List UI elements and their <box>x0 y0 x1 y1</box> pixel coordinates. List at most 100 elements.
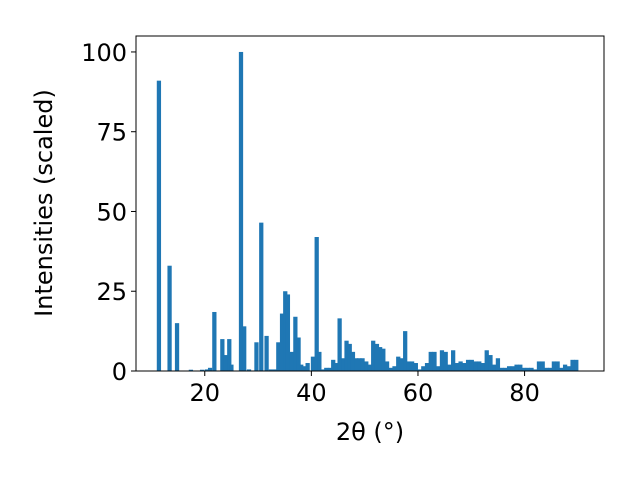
bar <box>324 367 329 371</box>
bar <box>227 339 232 371</box>
bar <box>555 361 560 371</box>
bar <box>525 367 530 371</box>
bar <box>562 364 568 371</box>
bar <box>424 363 430 371</box>
bar <box>399 358 405 371</box>
bar <box>454 363 460 371</box>
bar <box>188 369 194 371</box>
bar <box>536 361 542 371</box>
bar <box>279 313 285 371</box>
bar <box>296 337 301 371</box>
bar <box>506 366 512 371</box>
bar <box>529 367 534 371</box>
bar <box>374 343 380 371</box>
bar <box>364 361 369 371</box>
bar <box>320 369 326 371</box>
y-axis-title: Intensities (scaled) <box>30 89 58 317</box>
bar <box>421 366 426 371</box>
bar <box>495 358 501 371</box>
bar <box>167 265 172 371</box>
bar <box>480 363 486 371</box>
bar <box>207 367 213 371</box>
bar <box>521 367 527 371</box>
bar <box>264 335 269 371</box>
bar <box>406 361 411 371</box>
bar <box>204 369 210 371</box>
bar <box>439 350 445 371</box>
y-tick-label: 100 <box>81 39 127 67</box>
x-tick-label: 40 <box>296 379 327 407</box>
bar <box>510 366 515 371</box>
bar <box>357 358 362 371</box>
bar <box>574 359 579 371</box>
bar <box>347 343 352 371</box>
bar <box>417 369 422 371</box>
bar <box>465 359 471 371</box>
bar <box>289 351 294 371</box>
bar <box>268 369 273 371</box>
bar <box>514 364 519 371</box>
bar <box>174 323 180 371</box>
bar <box>413 363 418 371</box>
bar <box>276 342 281 371</box>
bar <box>310 356 316 371</box>
bar <box>212 311 217 371</box>
bar <box>337 318 342 371</box>
bar <box>477 361 482 371</box>
bar <box>566 366 571 371</box>
bar <box>392 366 397 371</box>
plot-frame <box>135 35 605 372</box>
bar <box>360 358 365 371</box>
bar <box>388 367 393 371</box>
bar <box>285 294 291 371</box>
x-ticks: 20 40 60 80 <box>189 371 540 407</box>
bar <box>378 347 383 371</box>
bar <box>396 356 401 371</box>
bar <box>540 361 545 371</box>
y-tick-label: 50 <box>96 198 127 226</box>
x-axis-title: 2θ (°) <box>336 418 404 446</box>
bar <box>384 361 390 371</box>
bar <box>443 351 448 371</box>
bar <box>367 364 373 371</box>
bar <box>327 367 333 371</box>
y-tick-label: 0 <box>112 358 127 386</box>
bar <box>447 364 452 371</box>
bar <box>548 367 553 371</box>
bar <box>354 358 359 371</box>
bar <box>451 350 456 371</box>
bar <box>301 366 307 371</box>
bar <box>473 361 478 371</box>
bar <box>229 364 234 371</box>
bar <box>299 364 304 371</box>
bar <box>272 369 278 371</box>
y-tick-label: 75 <box>96 119 127 147</box>
bar <box>559 367 564 371</box>
bar <box>503 367 508 371</box>
bar <box>156 80 162 372</box>
bar <box>428 351 433 371</box>
bar <box>331 359 336 371</box>
bar <box>223 355 229 371</box>
bar <box>344 340 349 371</box>
x-tick-label: 20 <box>189 379 220 407</box>
bar <box>492 364 497 371</box>
bar <box>458 361 463 371</box>
bar <box>432 351 437 371</box>
bar <box>570 359 575 371</box>
bar <box>242 326 247 371</box>
bar <box>293 316 298 371</box>
bar <box>314 237 319 371</box>
bar <box>199 369 205 371</box>
bar <box>341 358 346 371</box>
bar <box>283 291 288 371</box>
bar <box>469 359 474 371</box>
bar <box>246 369 252 371</box>
bar <box>305 363 310 371</box>
bar <box>350 351 356 371</box>
bar <box>488 355 493 371</box>
bar <box>462 363 467 371</box>
bar <box>317 351 322 371</box>
bar <box>551 361 557 371</box>
